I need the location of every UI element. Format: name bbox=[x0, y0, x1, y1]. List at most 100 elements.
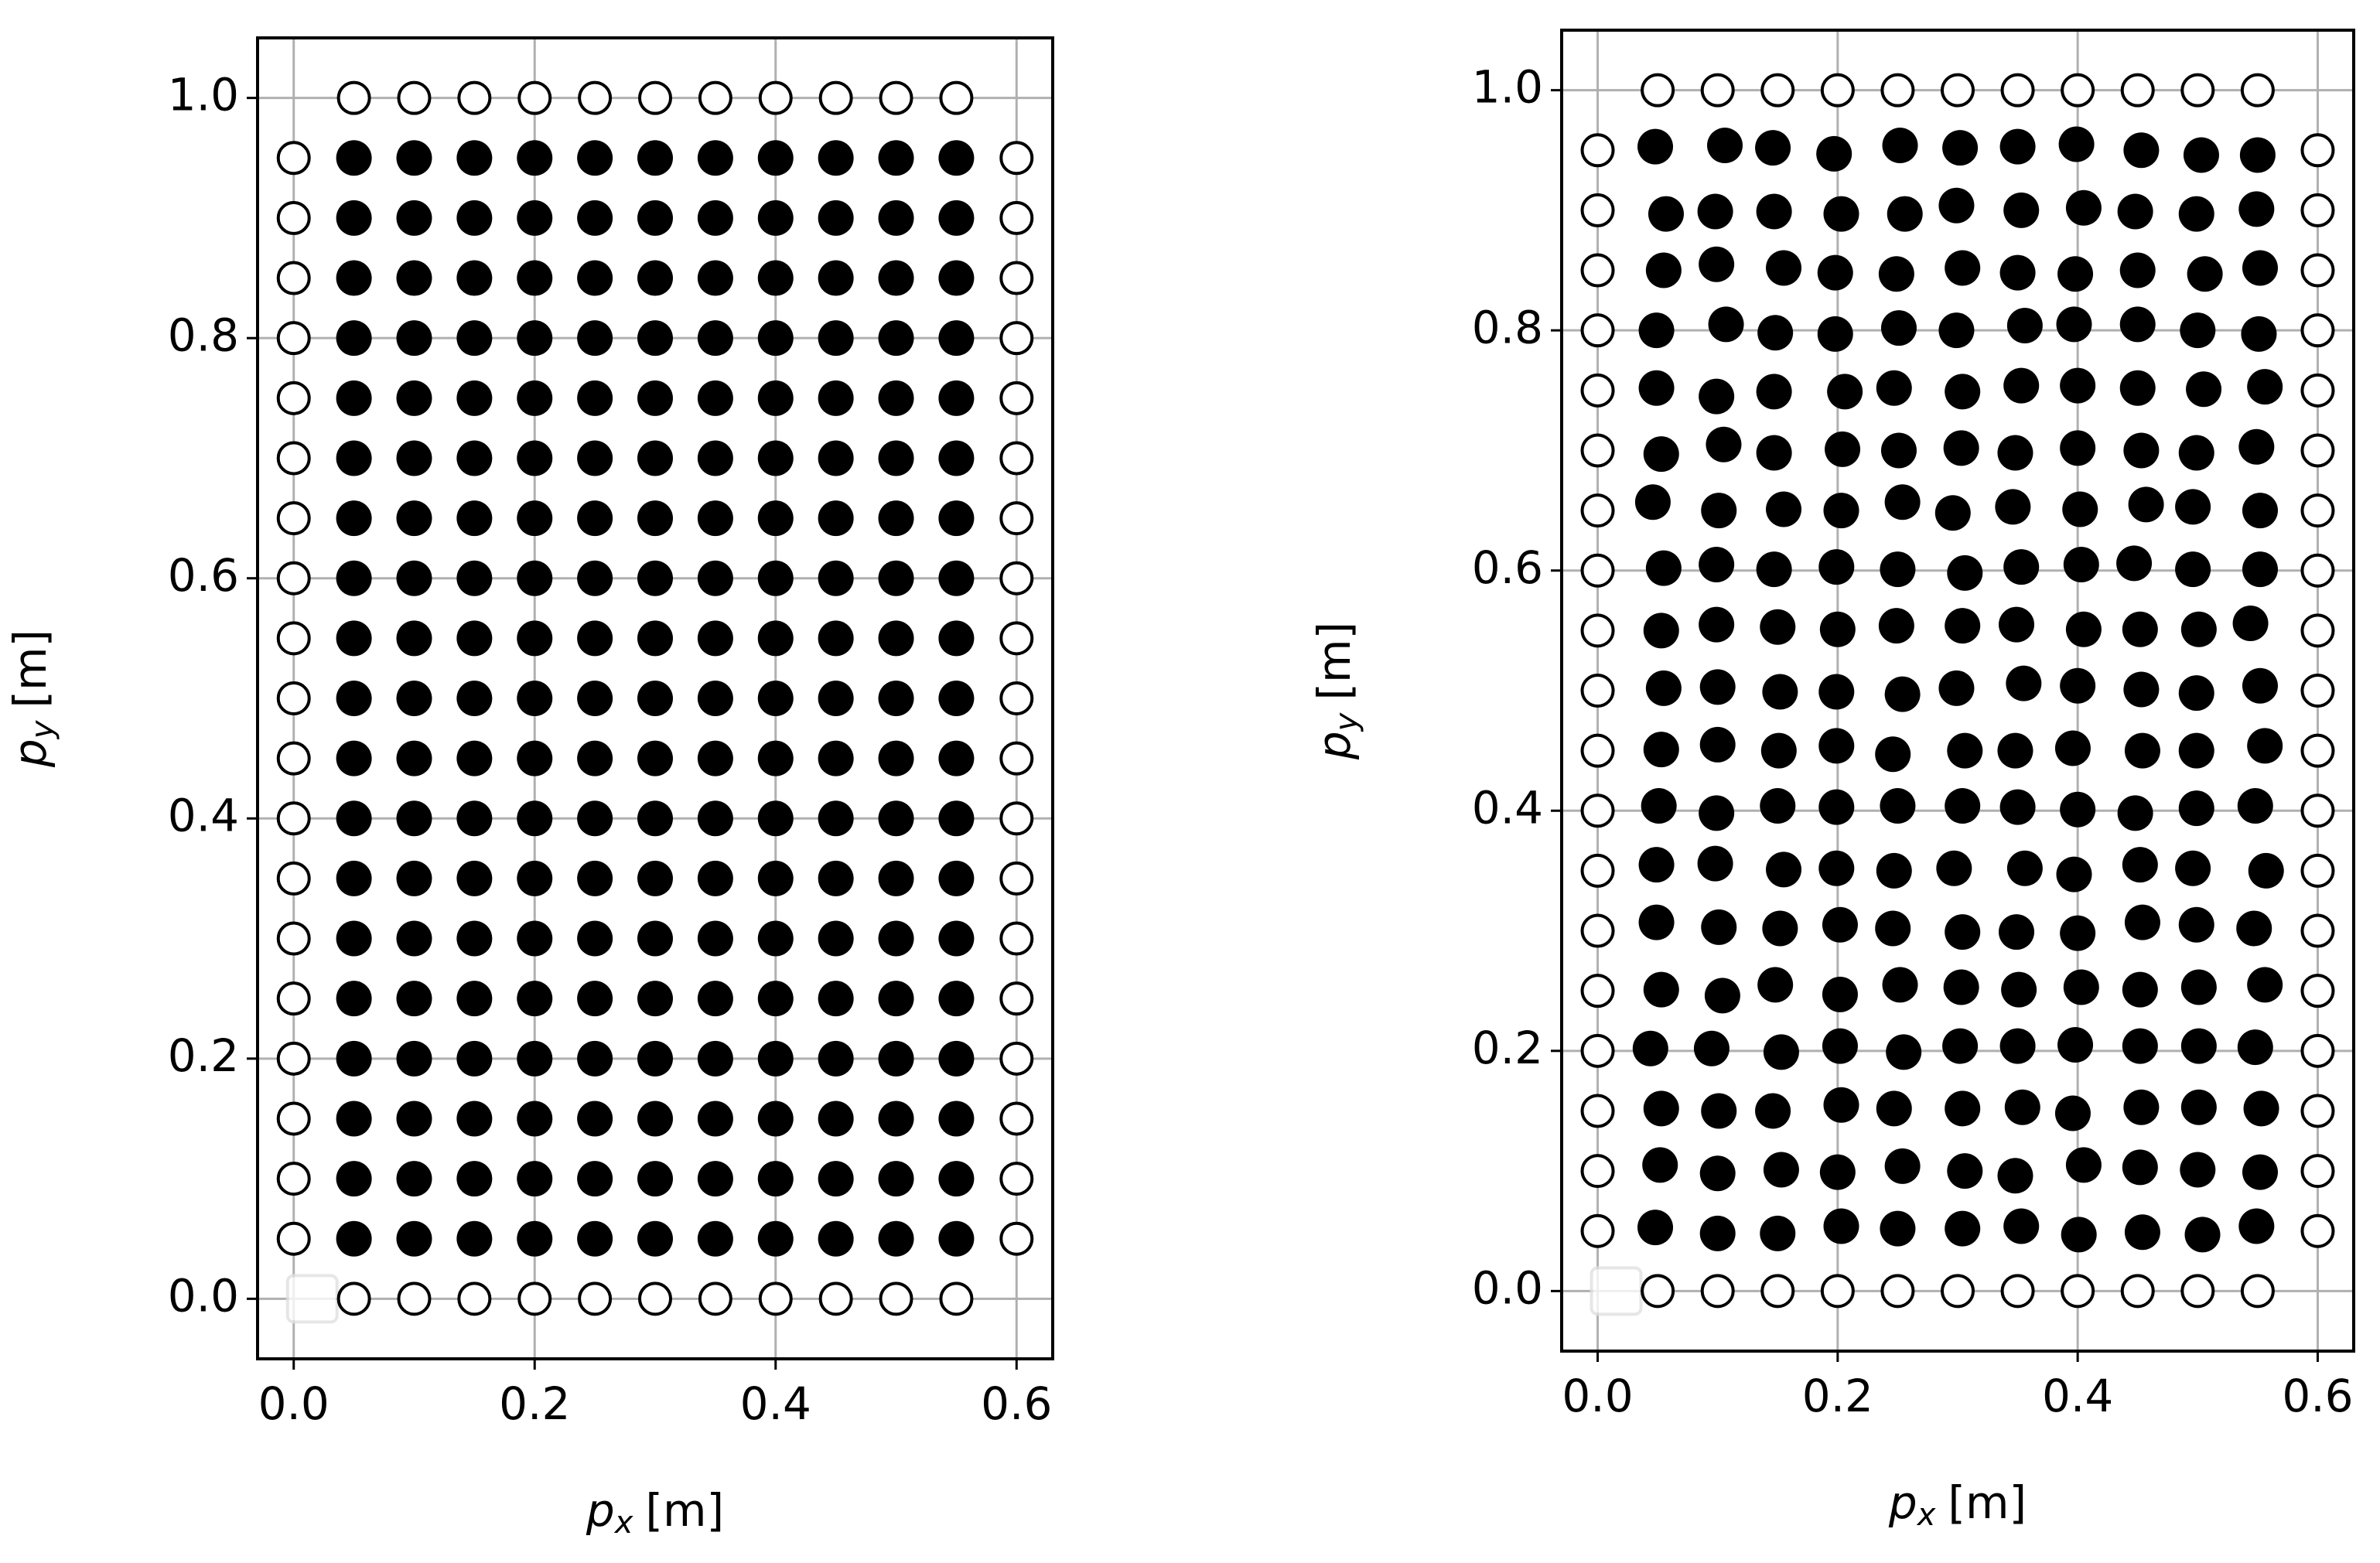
point bbox=[1643, 732, 1679, 768]
open-point bbox=[1580, 974, 1615, 1008]
point bbox=[1701, 1093, 1737, 1129]
point bbox=[2175, 850, 2211, 886]
x-tick-label: 0.6 bbox=[2282, 1370, 2353, 1422]
open-point bbox=[2300, 974, 2335, 1008]
open-point bbox=[999, 741, 1034, 776]
point bbox=[757, 200, 794, 236]
y-tick-label: 0.0 bbox=[168, 1269, 239, 1322]
open-point bbox=[1580, 493, 1615, 528]
open-point bbox=[638, 1281, 672, 1316]
point bbox=[1995, 489, 2031, 525]
point bbox=[938, 860, 975, 896]
point bbox=[637, 1161, 673, 1197]
point bbox=[517, 140, 553, 176]
point bbox=[818, 560, 854, 596]
open-point bbox=[2120, 1274, 2155, 1309]
point bbox=[396, 981, 432, 1017]
point bbox=[818, 860, 854, 896]
open-point bbox=[2120, 73, 2155, 107]
point bbox=[2242, 667, 2278, 704]
open-point bbox=[336, 1281, 371, 1316]
point bbox=[396, 140, 432, 176]
point bbox=[1818, 728, 1855, 764]
open-point bbox=[276, 1221, 311, 1256]
point bbox=[456, 800, 493, 837]
point bbox=[1766, 851, 1802, 888]
point bbox=[938, 1040, 975, 1077]
point bbox=[1878, 256, 1914, 292]
point bbox=[396, 1161, 432, 1197]
point bbox=[517, 620, 553, 657]
open-point bbox=[1580, 193, 1615, 227]
point bbox=[1706, 426, 1742, 462]
point bbox=[2060, 915, 2096, 951]
point bbox=[2128, 486, 2164, 523]
y-tick-label: 0.6 bbox=[168, 549, 239, 602]
point bbox=[757, 1040, 794, 1077]
open-point bbox=[397, 80, 432, 115]
point bbox=[456, 740, 493, 776]
point bbox=[938, 560, 975, 596]
point bbox=[456, 981, 493, 1017]
open-point bbox=[1760, 73, 1795, 107]
point bbox=[2242, 250, 2278, 286]
point bbox=[2178, 732, 2214, 769]
point bbox=[1707, 128, 1743, 164]
point bbox=[2004, 1089, 2040, 1125]
open-point bbox=[457, 80, 492, 115]
point bbox=[2178, 196, 2214, 232]
point bbox=[396, 740, 432, 776]
point bbox=[1827, 374, 1863, 410]
point bbox=[1947, 1153, 1983, 1189]
point bbox=[517, 1101, 553, 1137]
y-tick-label: 0.6 bbox=[1472, 541, 1543, 594]
point bbox=[456, 1040, 493, 1077]
point bbox=[2057, 1027, 2094, 1063]
open-point bbox=[1820, 1274, 1855, 1309]
point bbox=[697, 860, 733, 896]
open-point bbox=[276, 801, 311, 836]
point bbox=[2006, 850, 2043, 886]
y-tick-label: 0.4 bbox=[168, 789, 239, 841]
y-tick-label: 0.0 bbox=[1472, 1261, 1543, 1314]
point bbox=[2117, 193, 2153, 230]
point bbox=[1637, 1210, 1674, 1246]
point bbox=[1823, 1087, 1859, 1123]
point bbox=[336, 1220, 372, 1257]
point bbox=[1999, 1028, 2036, 1064]
point bbox=[757, 800, 794, 837]
axes-frame bbox=[256, 36, 1054, 1360]
point bbox=[517, 860, 553, 896]
point bbox=[2180, 1089, 2217, 1125]
point bbox=[1819, 1154, 1856, 1190]
open-point bbox=[818, 80, 853, 115]
point bbox=[336, 1161, 372, 1197]
open-point bbox=[2300, 1154, 2335, 1189]
open-point bbox=[2300, 733, 2335, 768]
point bbox=[697, 981, 733, 1017]
open-point bbox=[1880, 1274, 1915, 1309]
point bbox=[1645, 550, 1682, 586]
axes-frame bbox=[1560, 29, 2355, 1353]
point bbox=[577, 320, 613, 357]
point bbox=[2063, 969, 2099, 1005]
open-point bbox=[999, 321, 1034, 356]
point bbox=[1880, 310, 1917, 346]
point bbox=[336, 500, 372, 537]
open-point bbox=[276, 861, 311, 896]
point bbox=[517, 200, 553, 236]
point bbox=[336, 200, 372, 236]
point bbox=[1760, 732, 1797, 769]
open-point bbox=[1580, 1213, 1615, 1248]
open-point bbox=[879, 80, 913, 115]
point bbox=[1947, 732, 1983, 769]
open-point bbox=[276, 621, 311, 656]
y-axis-label: py [m] bbox=[4, 630, 60, 768]
point bbox=[878, 380, 914, 416]
point bbox=[2123, 132, 2160, 169]
point bbox=[757, 620, 794, 657]
point bbox=[2056, 306, 2092, 343]
open-point bbox=[999, 1101, 1034, 1136]
point bbox=[517, 740, 553, 776]
point bbox=[2242, 551, 2278, 588]
